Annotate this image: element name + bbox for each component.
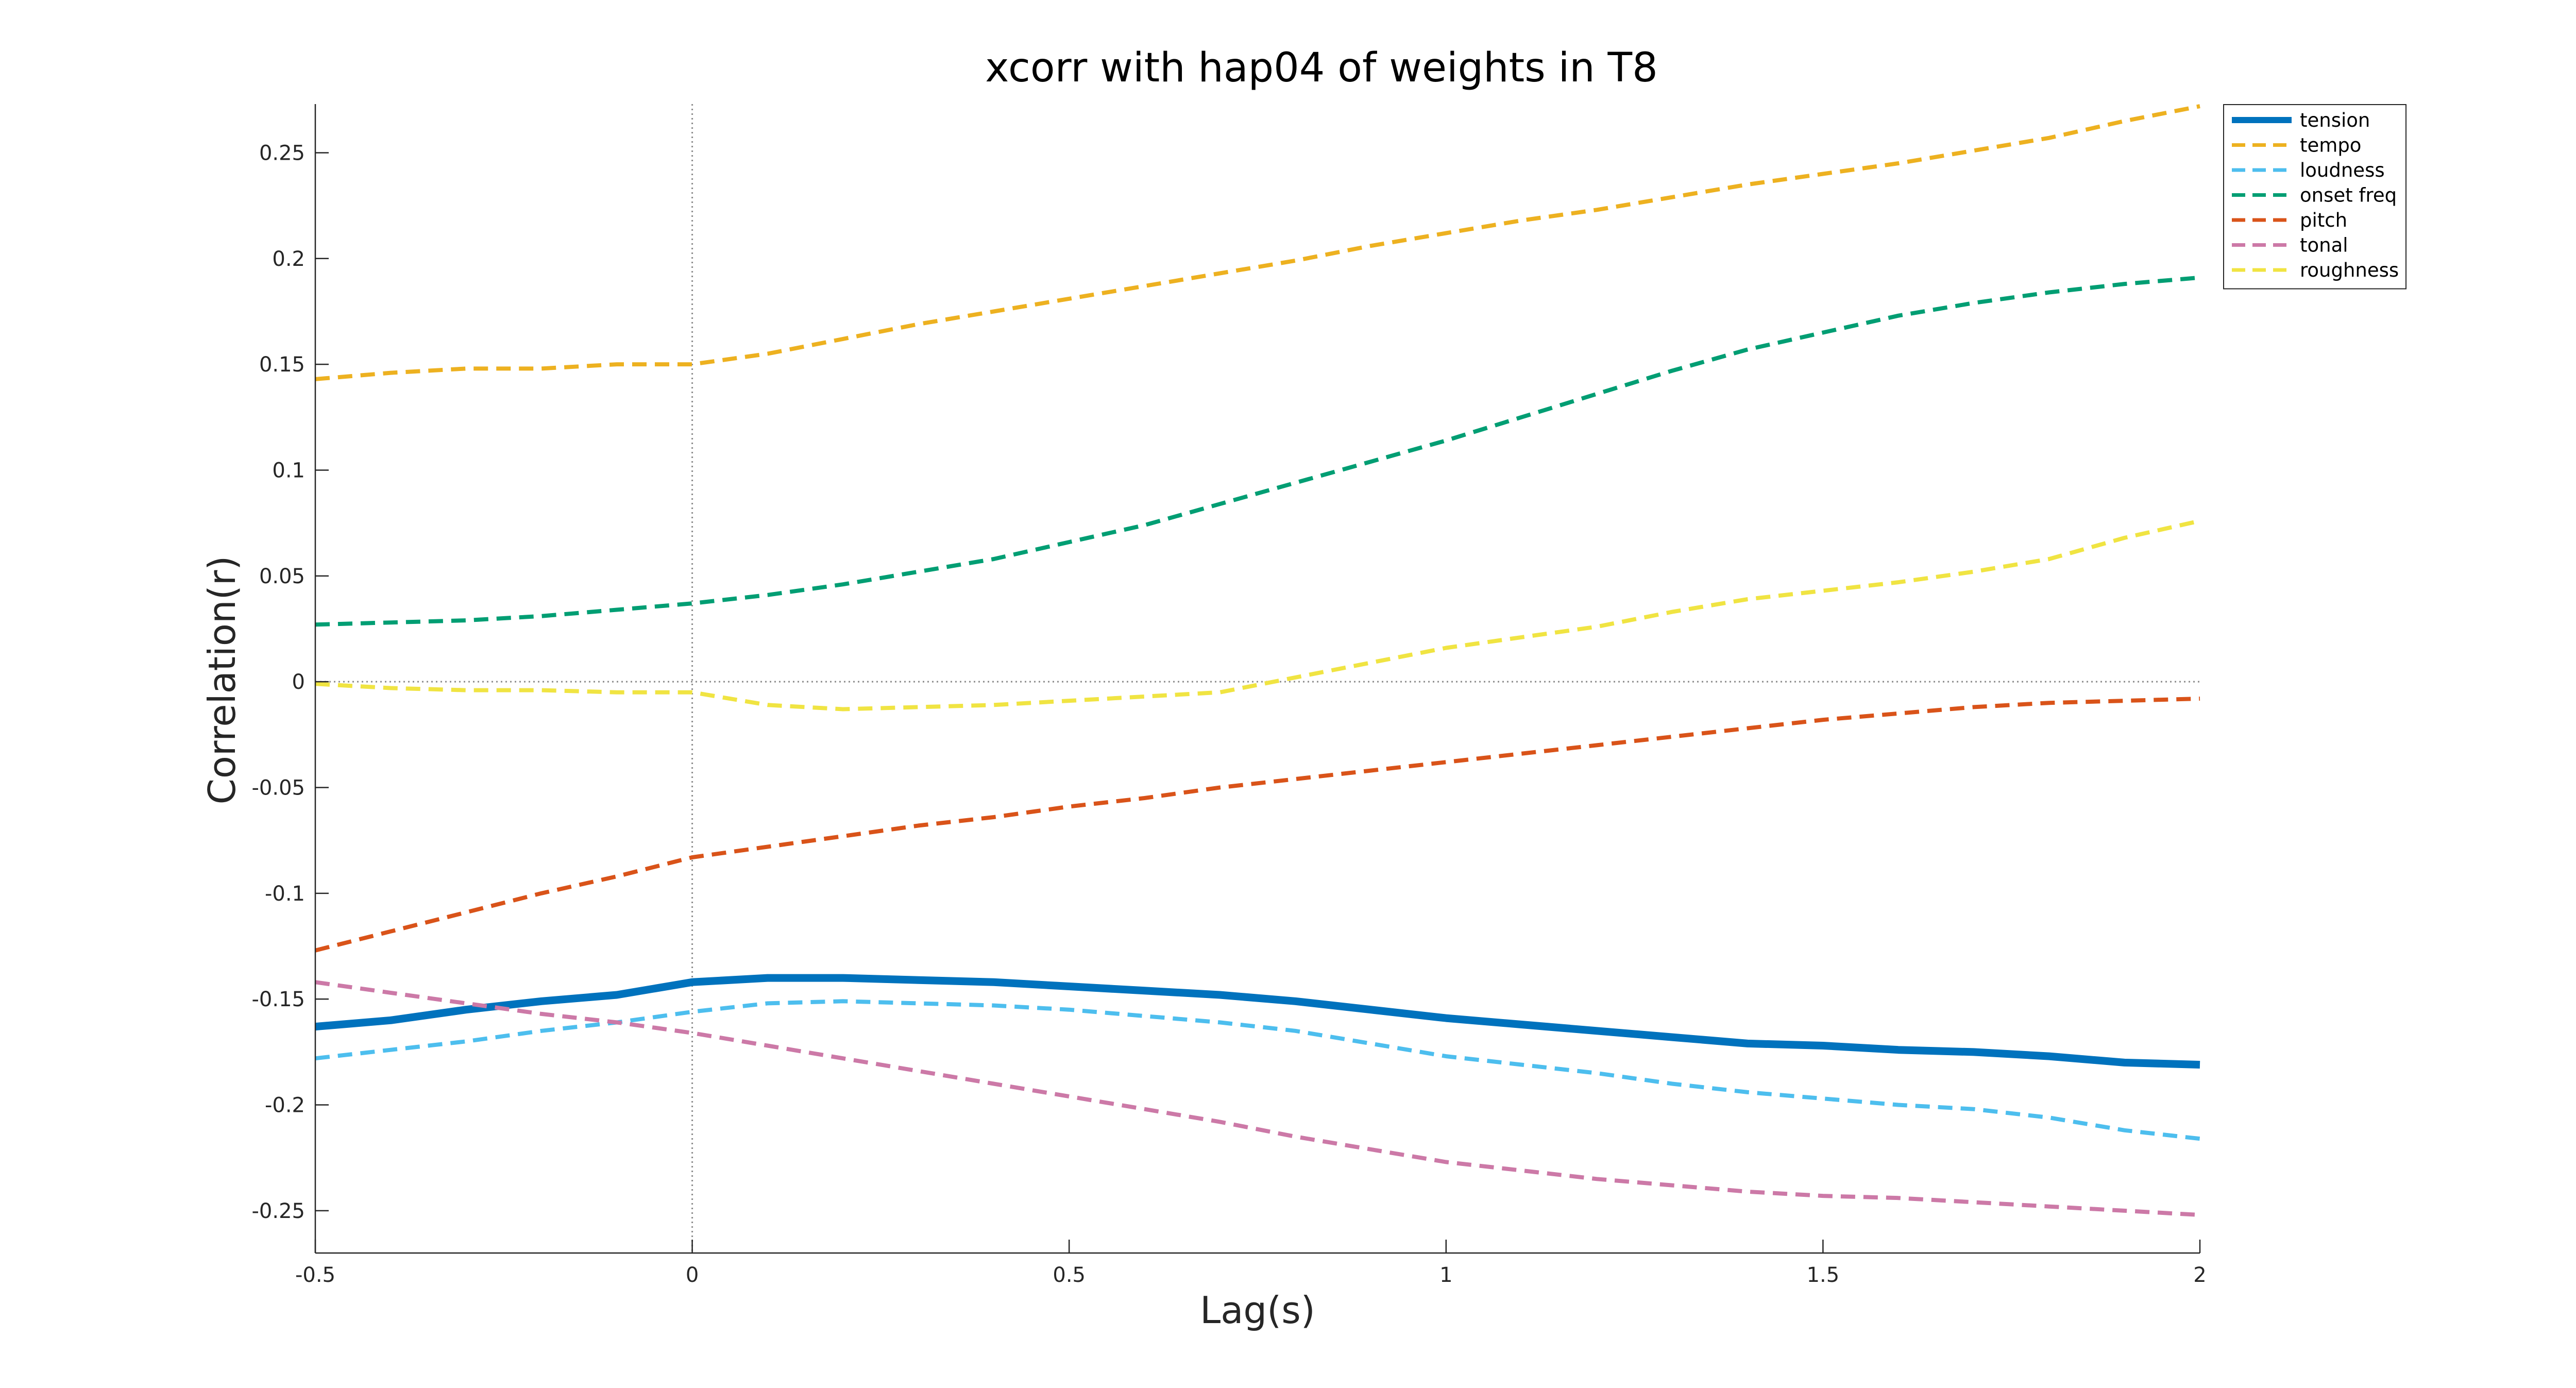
x-tick-label: 1.5 <box>1807 1263 1840 1287</box>
series-group <box>315 104 2200 1217</box>
x-tick-label: 0.5 <box>1053 1263 1086 1287</box>
legend-label: loudness <box>2300 159 2385 181</box>
legend-label: pitch <box>2300 209 2347 231</box>
y-tick-label: 0 <box>292 670 305 694</box>
series-line-onset-freq <box>315 275 2200 627</box>
legend-item-tonal: tonal <box>2232 234 2348 257</box>
y-tick-label: -0.2 <box>265 1094 305 1118</box>
y-tick-label: -0.05 <box>252 776 306 800</box>
y-tick-label: -0.15 <box>252 988 306 1011</box>
legend-item-roughness: roughness <box>2232 259 2399 281</box>
series-line-tonal <box>315 980 2200 1217</box>
y-tick-label: 0.05 <box>259 565 305 588</box>
x-tick-label: 1 <box>1439 1263 1452 1287</box>
x-axis-ticks: -0.5 0 0.5 1 1.5 2 <box>295 1240 2207 1287</box>
series-line-tension <box>315 974 2200 1069</box>
x-tick-label: 0 <box>686 1263 699 1287</box>
legend-item-onset-freq: onset freq <box>2232 184 2397 207</box>
series-line-tempo <box>315 104 2200 381</box>
y-axis-label: Correlation(r) <box>200 556 244 805</box>
y-tick-label: -0.25 <box>252 1199 306 1223</box>
legend-label: roughness <box>2300 259 2399 281</box>
x-tick-label: 2 <box>2193 1263 2206 1287</box>
y-axis-ticks: 0.25 0.2 0.15 0.1 0.05 0 -0.05 -0.1 -0.15 -0.2 -0.… <box>252 141 329 1223</box>
y-tick-label: 0.15 <box>259 353 305 377</box>
legend-label: tempo <box>2300 134 2361 157</box>
y-tick-label: -0.1 <box>265 882 305 906</box>
chart-title: xcorr with hap04 of weights in T8 <box>985 45 1658 91</box>
x-tick-label: -0.5 <box>295 1263 335 1287</box>
legend-item-tension: tension <box>2232 109 2370 131</box>
y-tick-label: 0.2 <box>272 247 305 271</box>
legend-item-loudness: loudness <box>2232 159 2385 181</box>
axes <box>314 104 2200 1254</box>
legend-label: onset freq <box>2300 184 2397 207</box>
plot-area: -0.5 0 0.5 1 1.5 2 0.25 0.2 0.15 0.1 0.05 0 -0.05 -0… <box>252 104 2207 1287</box>
legend-item-tempo: tempo <box>2232 134 2361 157</box>
reference-lines <box>315 104 2200 1253</box>
y-tick-label: 0.1 <box>272 459 305 482</box>
series-line-pitch <box>315 697 2200 953</box>
x-axis-label: Lag(s) <box>1200 1289 1315 1332</box>
y-tick-label: 0.25 <box>259 141 305 165</box>
legend-label: tension <box>2300 109 2370 131</box>
legend-item-pitch: pitch <box>2232 209 2347 231</box>
legend-label: tonal <box>2300 234 2348 257</box>
